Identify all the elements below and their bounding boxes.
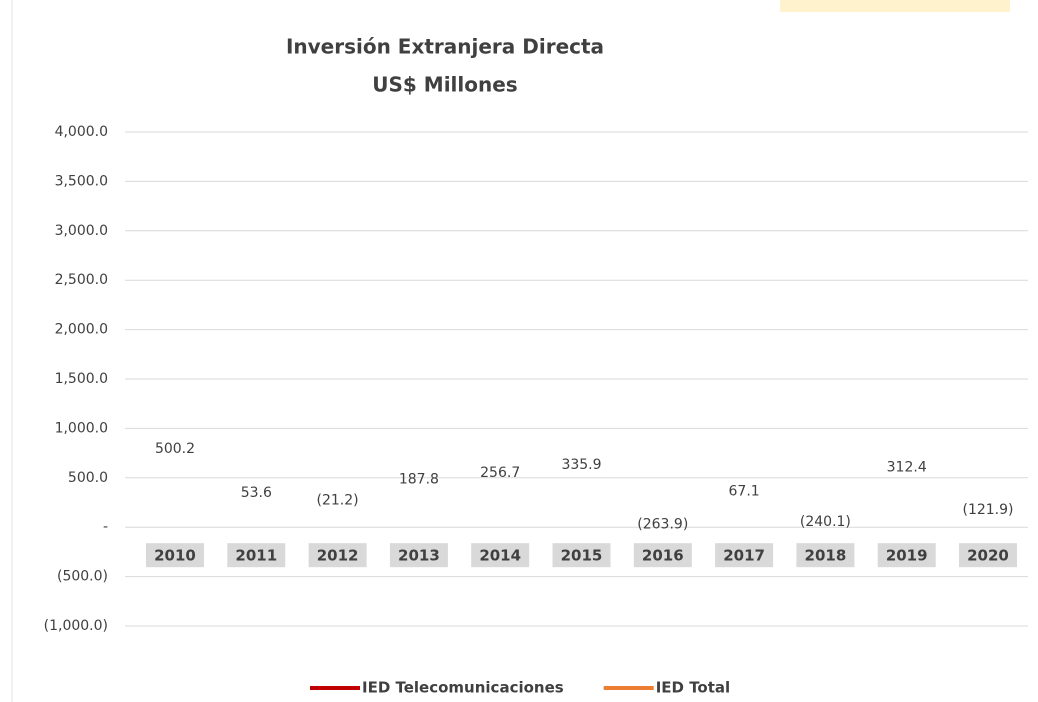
x-tick-label: 2012 <box>317 547 359 565</box>
y-tick-label: (500.0) <box>57 569 108 585</box>
y-tick-label: 4,000.0 <box>55 124 108 140</box>
data-label: 187.8 <box>399 472 439 488</box>
cell-highlight <box>780 0 1010 12</box>
chart-subtitle: US$ Millones <box>372 73 517 97</box>
data-label: 500.2 <box>155 441 195 457</box>
x-tick-label: 2018 <box>805 547 847 565</box>
data-label: (263.9) <box>637 516 688 532</box>
x-tick-label: 2017 <box>723 547 765 565</box>
x-tick-label: 2019 <box>886 547 928 565</box>
category-label-bg <box>471 543 530 568</box>
data-label: 256.7 <box>480 465 520 481</box>
data-label: 53.6 <box>241 485 272 501</box>
data-label: (121.9) <box>962 502 1013 518</box>
x-tick-label: 2015 <box>561 547 603 565</box>
x-tick-label: 2014 <box>479 547 521 565</box>
y-tick-label: 500.0 <box>68 470 108 486</box>
chart-title: Inversión Extranjera Directa <box>286 35 604 59</box>
y-tick-label: 1,500.0 <box>55 371 108 387</box>
category-label-bg <box>146 543 204 568</box>
data-label: 312.4 <box>887 459 927 475</box>
category-label-bg <box>633 543 692 568</box>
y-tick-label: (1,000.0) <box>44 618 108 634</box>
legend-label: IED Telecomunicaciones <box>362 679 564 697</box>
category-label-bg <box>796 543 855 568</box>
legend-label: IED Total <box>656 679 730 697</box>
data-label: 67.1 <box>729 484 760 500</box>
data-label: 335.9 <box>561 457 601 473</box>
x-tick-label: 2010 <box>154 547 196 565</box>
y-tick-label: 2,000.0 <box>55 322 108 338</box>
y-tick-label: 2,500.0 <box>55 272 108 288</box>
y-tick-label: 3,000.0 <box>55 223 108 239</box>
y-tick-label: 3,500.0 <box>55 173 108 189</box>
category-label-bg <box>308 543 367 568</box>
data-label: (240.1) <box>800 514 851 530</box>
category-label-bg <box>389 543 448 568</box>
x-tick-label: 2016 <box>642 547 684 565</box>
category-label-bg <box>227 543 286 568</box>
category-label-bg <box>959 543 1017 568</box>
x-tick-label: 2013 <box>398 547 440 565</box>
x-tick-label: 2020 <box>967 547 1009 565</box>
category-label-bg <box>552 543 611 568</box>
category-label-bg <box>715 543 774 568</box>
x-tick-label: 2011 <box>235 547 277 565</box>
y-tick-label: - <box>103 519 108 535</box>
y-tick-label: 1,000.0 <box>55 420 108 436</box>
category-label-bg <box>877 543 936 568</box>
data-label: (21.2) <box>317 492 359 508</box>
